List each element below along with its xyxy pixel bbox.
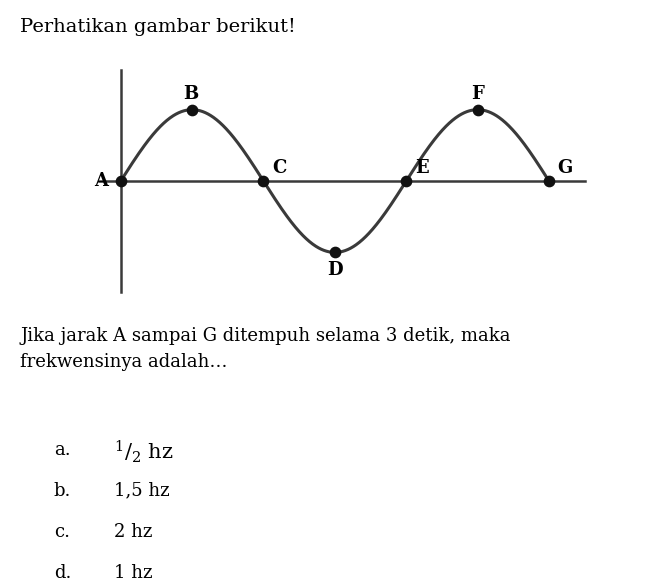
Text: C: C	[272, 159, 287, 177]
Text: D: D	[327, 261, 343, 279]
Text: d.: d.	[54, 564, 71, 582]
Text: F: F	[471, 85, 484, 103]
Text: $\mathregular{^1/_2}$ hz: $\mathregular{^1/_2}$ hz	[114, 439, 174, 465]
Text: E: E	[415, 159, 429, 177]
Point	[187, 105, 197, 114]
Point	[329, 248, 340, 257]
Point	[544, 176, 554, 186]
Text: 1,5 hz: 1,5 hz	[114, 482, 170, 500]
Point	[258, 176, 269, 186]
Text: G: G	[557, 159, 572, 177]
Point	[115, 176, 126, 186]
Text: Jika jarak A sampai G ditempuh selama 3 detik, maka
frekwensinya adalah…: Jika jarak A sampai G ditempuh selama 3 …	[20, 327, 511, 371]
Text: a.: a.	[54, 441, 70, 459]
Text: Perhatikan gambar berikut!: Perhatikan gambar berikut!	[20, 18, 296, 36]
Text: 1 hz: 1 hz	[114, 564, 152, 582]
Text: B: B	[183, 85, 199, 103]
Point	[401, 176, 411, 186]
Text: 2 hz: 2 hz	[114, 523, 152, 541]
Text: b.: b.	[54, 482, 71, 500]
Text: A: A	[94, 172, 108, 190]
Point	[472, 105, 483, 114]
Text: c.: c.	[54, 523, 70, 541]
